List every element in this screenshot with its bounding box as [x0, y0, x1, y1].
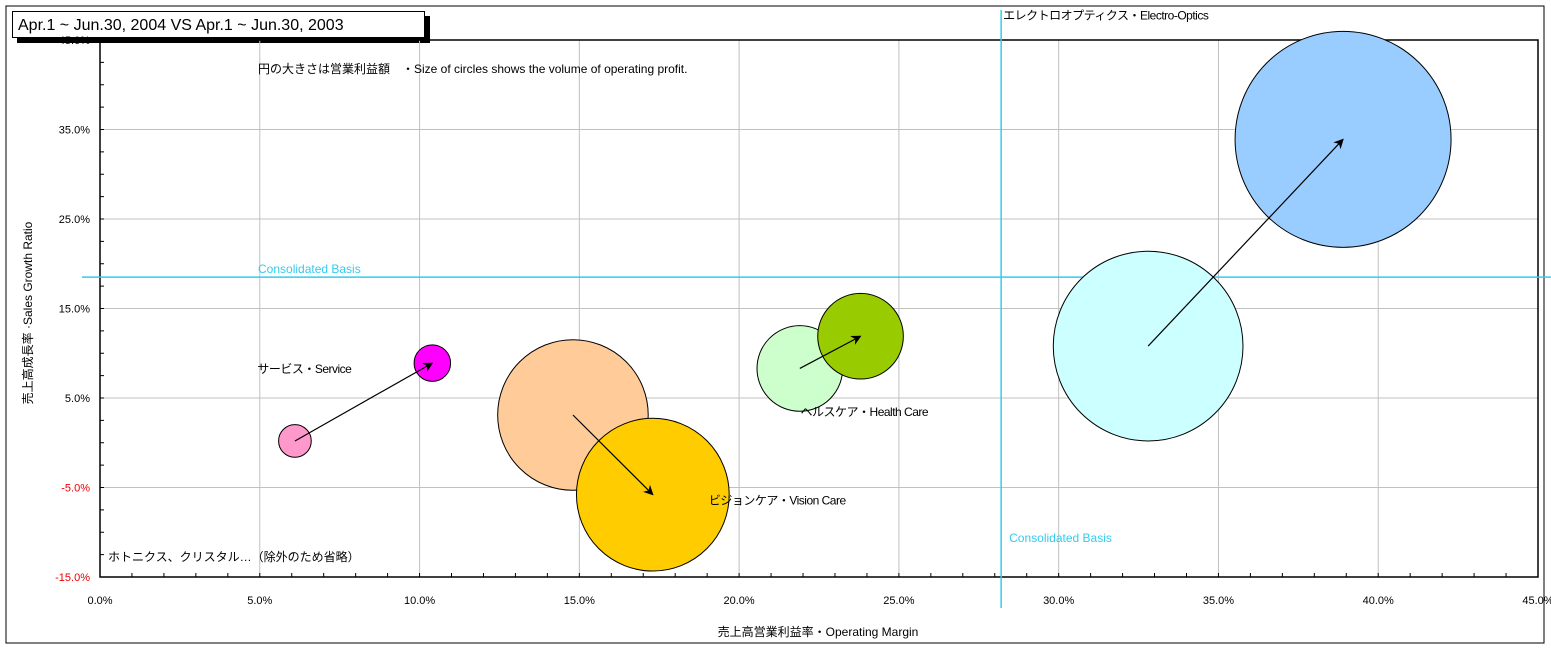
change-arrow-0 [1147, 138, 1344, 347]
y-tick-label: 25.0% [59, 214, 90, 226]
x-tick-label: 40.0% [1363, 595, 1394, 607]
x-tick-label: 15.0% [564, 595, 595, 607]
y-tick-label: 35.0% [59, 125, 90, 137]
consolidated-horizontal-label: Consolidated Basis [258, 262, 361, 276]
x-tick-label: 25.0% [883, 595, 914, 607]
x-tick-label: 5.0% [247, 595, 272, 607]
size-note: 円の大きさは営業利益額 ・Size of circles shows the v… [258, 62, 687, 76]
axes: 0.0% 5.0% 10.0% 15.0% 20.0% 25.0% 30.0% 35.0% 40… [55, 35, 1551, 607]
x-tick-label: 0.0% [87, 595, 112, 607]
y-tick-label: -15.0% [55, 572, 90, 584]
segment-label-1: ヘルスケア・Health Care [801, 405, 929, 419]
x-axis-label: 売上高営業利益率・Operating Margin [718, 624, 919, 639]
x-tick-label: 30.0% [1043, 595, 1074, 607]
change-arrow-3 [294, 362, 434, 442]
reference-lines: Consolidated Basis Consolidated Basis [82, 10, 1551, 608]
x-tick-label: 10.0% [404, 595, 435, 607]
y-tick-label: 45.0% [59, 35, 90, 47]
x-tick-label: 45.0% [1522, 595, 1551, 607]
y-axis-label: 売上高成長率 ·Sales Growth Ratio [20, 221, 35, 404]
x-tick-label: 35.0% [1203, 595, 1234, 607]
footnote: ホトニクス、クリスタル…（除外のため省略） [108, 549, 360, 564]
y-tick-label: -5.0% [61, 483, 90, 495]
bubble-current-3 [413, 344, 452, 382]
y-tick-label: 5.0% [65, 393, 90, 405]
change-arrow-1 [799, 335, 862, 369]
bubble-prior-0 [1052, 250, 1244, 442]
segment-label-3: サービス・Service [257, 362, 352, 376]
consolidated-vertical-label: Consolidated Basis [1009, 531, 1112, 545]
bubbles: エレクトロオプティクス・Electro-Optics ヘルスケア・Health C… [257, 8, 1452, 572]
chart-frame [5, 5, 1545, 644]
x-tick-label: 20.0% [724, 595, 755, 607]
change-arrow-2 [572, 414, 654, 496]
chart-title: Apr.1 ~ Jun.30, 2004 VS Apr.1 ~ Jun.30, … [12, 11, 425, 38]
segment-label-0: エレクトロオプティクス・Electro-Optics [1003, 8, 1209, 22]
segment-label-2: ビジョンケア・Vision Care [709, 494, 847, 508]
y-tick-label: 15.0% [59, 304, 90, 316]
